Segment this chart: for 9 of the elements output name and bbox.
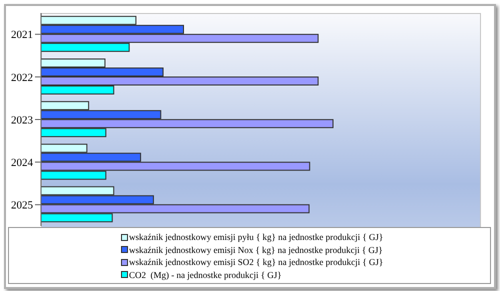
y-tick-label: 2023: [11, 114, 34, 126]
legend-label: wskaźnik jednostkowy emisji pyłu { kg} na jednostke produkcji { GJ}: [129, 232, 384, 242]
y-tick-label: 2024: [11, 157, 34, 170]
y-tick-label: 2022: [11, 72, 33, 84]
legend-label: wskaźnik jednostkowy emisji Nox { kg} na jednostke produkcji { GJ}: [129, 244, 383, 255]
y-tick-label: 2021: [11, 29, 33, 42]
legend-label: wskaźnik jednostkowy emisji SO2 { kg} na jednostke produkcji { GJ}: [129, 257, 384, 268]
y-tick-label: 2025: [11, 200, 34, 212]
legend-label: CO2 (Mg) - na jednostke produkcji { GJ}: [129, 270, 282, 280]
